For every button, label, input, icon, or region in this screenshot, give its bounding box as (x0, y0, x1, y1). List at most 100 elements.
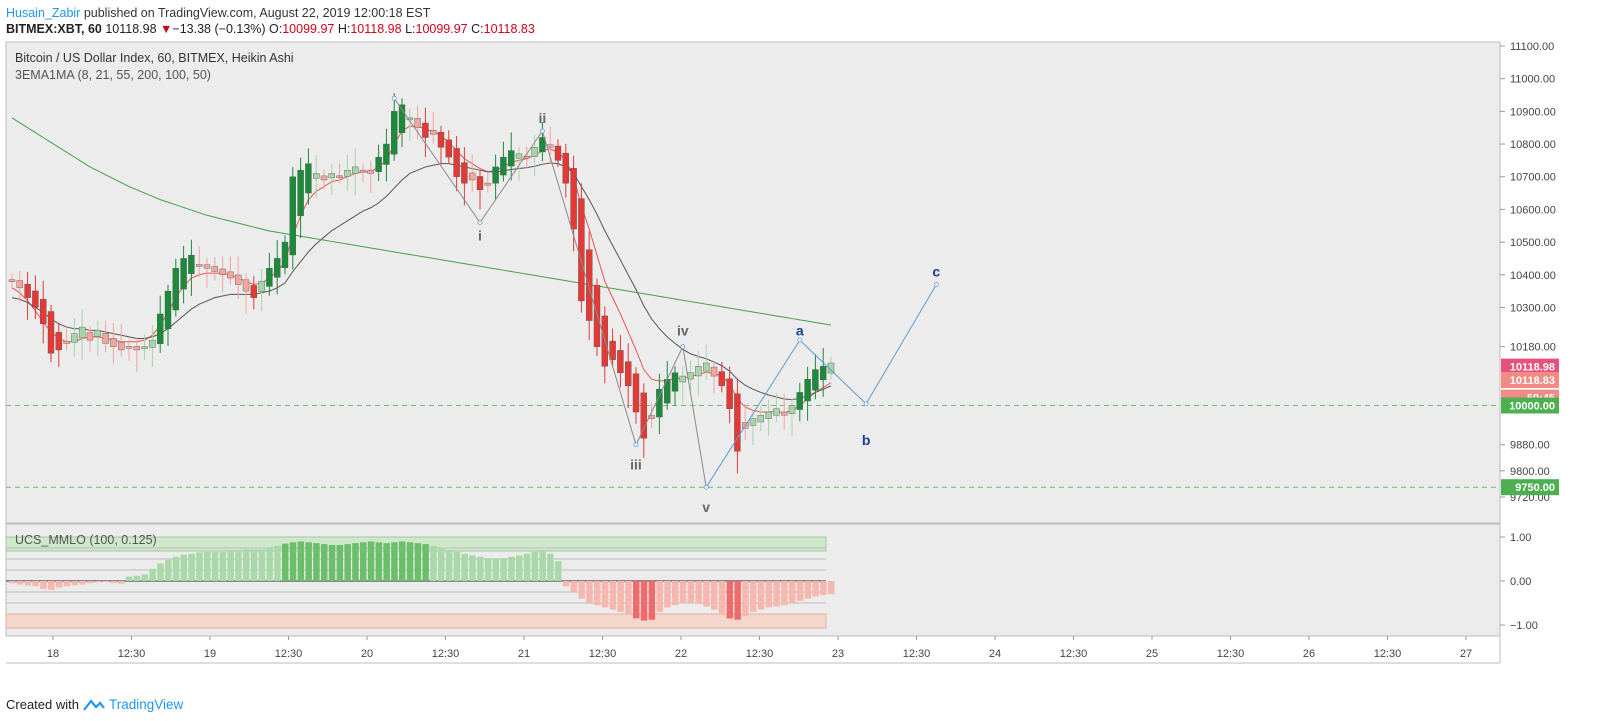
osc-bar[interactable] (352, 543, 359, 581)
osc-bar[interactable] (204, 551, 211, 581)
candle-body[interactable] (305, 163, 312, 194)
candle-body[interactable] (8, 279, 16, 282)
osc-bar[interactable] (243, 549, 250, 581)
osc-bar[interactable] (258, 549, 266, 581)
candle-body[interactable] (749, 418, 757, 426)
osc-bar[interactable] (516, 555, 523, 581)
osc-bar[interactable] (609, 581, 617, 610)
osc-bar[interactable] (539, 550, 546, 581)
osc-bar[interactable] (469, 555, 476, 581)
osc-bar[interactable] (360, 542, 367, 581)
candle-body[interactable] (445, 139, 452, 158)
osc-bar[interactable] (219, 551, 227, 581)
osc-bar[interactable] (750, 581, 757, 612)
candle-body[interactable] (593, 284, 601, 347)
candle-body[interactable] (718, 371, 725, 387)
osc-bar[interactable] (570, 581, 578, 592)
candle-body[interactable] (102, 333, 109, 344)
candle-body[interactable] (539, 137, 546, 153)
candle-body[interactable] (469, 172, 476, 181)
candle-body[interactable] (375, 156, 382, 172)
candle-body[interactable] (640, 392, 647, 439)
osc-bar[interactable] (531, 551, 539, 581)
author-link[interactable]: Husain_Zabir (6, 6, 81, 20)
candle-body[interactable] (796, 392, 803, 410)
osc-bar[interactable] (445, 550, 453, 581)
candle-body[interactable] (63, 340, 70, 344)
osc-bar[interactable] (594, 581, 601, 606)
osc-bar[interactable] (367, 541, 375, 581)
candle-body[interactable] (328, 173, 335, 179)
osc-bar[interactable] (804, 581, 812, 599)
osc-bar[interactable] (274, 545, 281, 581)
osc-bar[interactable] (453, 551, 461, 581)
osc-bar[interactable] (102, 581, 110, 582)
osc-bar[interactable] (180, 554, 188, 581)
osc-bar[interactable] (196, 552, 203, 581)
candle-body[interactable] (250, 285, 258, 298)
candle-body[interactable] (297, 169, 304, 217)
candle-body[interactable] (367, 169, 374, 174)
osc-bar[interactable] (9, 581, 16, 584)
candle-body[interactable] (430, 130, 437, 135)
candle-body[interactable] (453, 148, 460, 177)
candle-body[interactable] (812, 369, 819, 391)
candle-body[interactable] (609, 340, 616, 360)
candle-body[interactable] (359, 169, 367, 173)
osc-bar[interactable] (414, 543, 422, 581)
osc-bar[interactable] (586, 581, 593, 603)
osc-bar[interactable] (500, 558, 507, 581)
osc-bar[interactable] (71, 581, 78, 586)
candle-body[interactable] (110, 338, 117, 347)
candle-body[interactable] (765, 411, 772, 419)
candle-body[interactable] (734, 393, 741, 452)
osc-bar[interactable] (687, 581, 695, 603)
osc-bar[interactable] (336, 544, 344, 581)
candle-body[interactable] (562, 153, 569, 184)
osc-bar[interactable] (149, 568, 156, 581)
candle-body[interactable] (414, 118, 421, 128)
osc-bar[interactable] (734, 581, 741, 620)
candle-body[interactable] (827, 362, 835, 374)
osc-bar[interactable] (157, 563, 164, 581)
candle-body[interactable] (406, 117, 413, 121)
osc-bar[interactable] (430, 545, 437, 581)
osc-bar[interactable] (328, 544, 336, 581)
candle-body[interactable] (352, 166, 359, 174)
candle-body[interactable] (476, 176, 484, 190)
osc-bar[interactable] (828, 581, 835, 595)
osc-bar[interactable] (40, 581, 47, 589)
osc-bar[interactable] (94, 581, 102, 583)
osc-bar[interactable] (625, 581, 632, 614)
osc-bar[interactable] (523, 553, 531, 581)
osc-bar[interactable] (235, 550, 242, 581)
osc-bar[interactable] (313, 543, 320, 581)
osc-bar[interactable] (547, 553, 554, 581)
candle-body[interactable] (679, 375, 686, 383)
candle-body[interactable] (211, 266, 219, 272)
osc-bar[interactable] (383, 543, 390, 581)
candle-body[interactable] (219, 268, 226, 275)
candle-body[interactable] (422, 122, 429, 138)
candle-body[interactable] (523, 155, 530, 159)
candle-body[interactable] (172, 268, 180, 311)
osc-bar[interactable] (703, 581, 710, 607)
candle-body[interactable] (24, 283, 31, 298)
osc-bar[interactable] (16, 581, 24, 585)
osc-bar[interactable] (63, 581, 71, 587)
candle-body[interactable] (86, 332, 94, 341)
osc-bar[interactable] (789, 581, 796, 603)
candle-body[interactable] (437, 132, 445, 148)
osc-bar[interactable] (773, 581, 780, 607)
osc-bar[interactable] (562, 581, 570, 587)
osc-bar[interactable] (250, 549, 258, 581)
osc-bar[interactable] (679, 581, 687, 603)
candle-body[interactable] (203, 264, 211, 269)
osc-bar[interactable] (477, 556, 484, 581)
candle-body[interactable] (710, 366, 718, 377)
candle-body[interactable] (492, 166, 499, 184)
candle-body[interactable] (570, 168, 577, 230)
osc-bar[interactable] (555, 561, 562, 581)
osc-bar[interactable] (55, 581, 63, 588)
